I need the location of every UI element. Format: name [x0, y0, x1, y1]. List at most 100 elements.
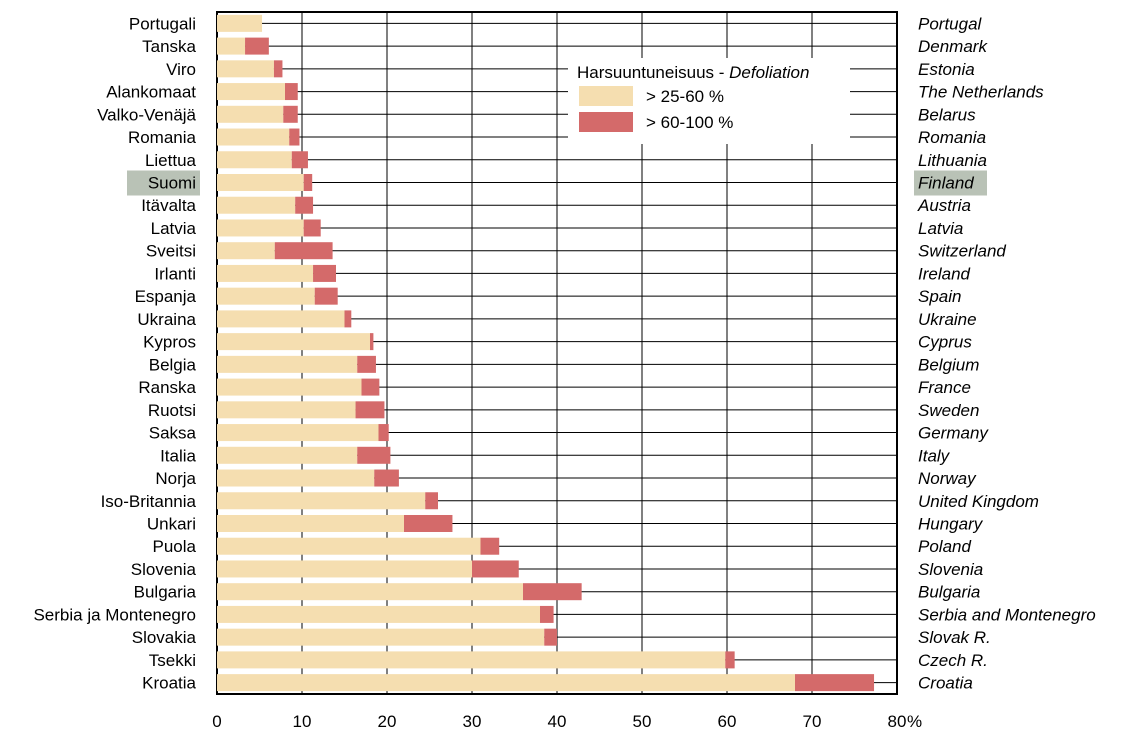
category-label-en: Ireland — [918, 264, 971, 283]
bar-segment-moderate — [217, 14, 263, 32]
legend-title: Harsuuntuneisuus - Defoliation — [577, 63, 809, 82]
category-label-en: Cyprus — [918, 333, 972, 352]
bar-segment-severe — [313, 264, 336, 282]
bar-segment-moderate — [217, 446, 358, 464]
x-tick-label: 70 — [803, 712, 822, 731]
bar-segment-moderate — [217, 83, 285, 101]
bar-segment-moderate — [217, 310, 345, 328]
bar-segment-severe — [425, 492, 438, 510]
category-label-fi: Belgia — [149, 355, 197, 374]
bar-segment-moderate — [217, 173, 304, 191]
category-label-fi: Italia — [160, 446, 196, 465]
category-label-fi: Espanja — [135, 287, 197, 306]
category-label-en: Italy — [918, 446, 951, 465]
bar-segment-severe — [303, 219, 321, 237]
category-label-fi: Saksa — [149, 424, 197, 443]
bar-segment-severe — [357, 355, 376, 373]
bar-segment-severe — [273, 60, 283, 78]
highlight-layer — [127, 170, 987, 196]
category-label-en: The Netherlands — [918, 83, 1044, 102]
category-label-en: Ukraine — [918, 310, 977, 329]
category-label-en: Denmark — [918, 37, 988, 56]
bar-segment-severe — [795, 674, 875, 692]
category-label-en: Sweden — [918, 401, 979, 420]
category-label-en: Switzerland — [918, 242, 1006, 261]
bar-segment-severe — [370, 333, 374, 351]
category-label-en: Czech R. — [918, 651, 988, 670]
category-label-fi: Iso-Britannia — [101, 492, 197, 511]
bar-segment-moderate — [217, 37, 246, 55]
category-label-fi: Latvia — [151, 219, 197, 238]
category-label-fi: Serbia ja Montenegro — [33, 605, 196, 624]
legend-title-fi: Harsuuntuneisuus - — [577, 63, 729, 82]
category-label-en: Slovak R. — [918, 628, 991, 647]
bar-segment-moderate — [217, 105, 284, 123]
category-label-en: Lithuania — [918, 151, 987, 170]
category-label-fi: Liettua — [145, 151, 197, 170]
bar-segment-moderate — [217, 151, 292, 169]
highlight-left — [127, 170, 200, 196]
x-tick-label: 20 — [378, 712, 397, 731]
category-label-fi: Slovakia — [132, 628, 197, 647]
bar-segment-severe — [285, 83, 298, 101]
x-tick-label: 10 — [293, 712, 312, 731]
category-label-en: Hungary — [918, 514, 984, 533]
category-label-fi: Viro — [166, 60, 196, 79]
category-label-fi: Kroatia — [142, 674, 196, 693]
plot-frame — [216, 11, 898, 695]
legend-swatch — [579, 112, 633, 132]
bar-segment-moderate — [217, 128, 290, 146]
category-label-fi: Bulgaria — [134, 583, 197, 602]
bar-segment-severe — [404, 514, 453, 532]
category-label-en: France — [918, 378, 971, 397]
bar-segment-severe — [725, 651, 735, 669]
category-label-en: Romania — [918, 128, 986, 147]
category-label-en: Austria — [917, 196, 971, 215]
category-label-en: Serbia and Montenegro — [918, 605, 1096, 624]
category-label-fi: Alankomaat — [106, 83, 196, 102]
bar-segment-severe — [274, 242, 333, 260]
bar-segment-severe — [540, 605, 554, 623]
bar-segment-severe — [283, 105, 298, 123]
category-label-en: Poland — [918, 537, 971, 556]
bar-segment-moderate — [217, 355, 358, 373]
bar-segment-severe — [289, 128, 300, 146]
bar-segment-severe — [374, 469, 399, 487]
x-tick-label: 50 — [633, 712, 652, 731]
category-label-en: Croatia — [918, 674, 973, 693]
category-label-fi: Valko-Venäjä — [97, 105, 196, 124]
bar-segment-moderate — [217, 514, 404, 532]
legend-title-en: Defoliation — [729, 63, 809, 82]
bar-segment-severe — [357, 446, 391, 464]
bar-segment-moderate — [217, 492, 426, 510]
bar-segment-moderate — [217, 537, 481, 555]
bars-layer — [217, 14, 875, 692]
legend-label: > 25-60 % — [646, 87, 724, 106]
bar-segment-moderate — [217, 333, 370, 351]
legend-swatch — [579, 86, 633, 106]
x-tick-label: 60 — [718, 712, 737, 731]
bar-segment-severe — [378, 424, 389, 442]
labels-layer: Portugali Portugal Tanska Denmark Viro Estoni… — [33, 14, 1095, 692]
bar-segment-severe — [472, 560, 519, 578]
bar-segment-severe — [480, 537, 500, 555]
category-label-en: Norway — [918, 469, 977, 488]
bar-segment-moderate — [217, 628, 545, 646]
bar-segment-moderate — [217, 242, 275, 260]
category-label-en: Slovenia — [918, 560, 983, 579]
category-label-fi: Ranska — [138, 378, 196, 397]
category-label-en: Portugal — [918, 14, 983, 33]
bar-segment-severe — [291, 151, 308, 169]
bar-segment-severe — [245, 37, 269, 55]
x-tick-label: 40 — [548, 712, 567, 731]
category-label-fi: Kypros — [143, 333, 196, 352]
bar-segment-moderate — [217, 287, 315, 305]
category-label-en: Latvia — [918, 219, 963, 238]
highlight-right — [914, 170, 987, 196]
bar-segment-moderate — [217, 401, 356, 419]
x-tick-label: 80 — [888, 712, 907, 731]
bar-segment-moderate — [217, 60, 274, 78]
category-label-fi: Unkari — [147, 514, 196, 533]
bar-segment-moderate — [217, 424, 379, 442]
